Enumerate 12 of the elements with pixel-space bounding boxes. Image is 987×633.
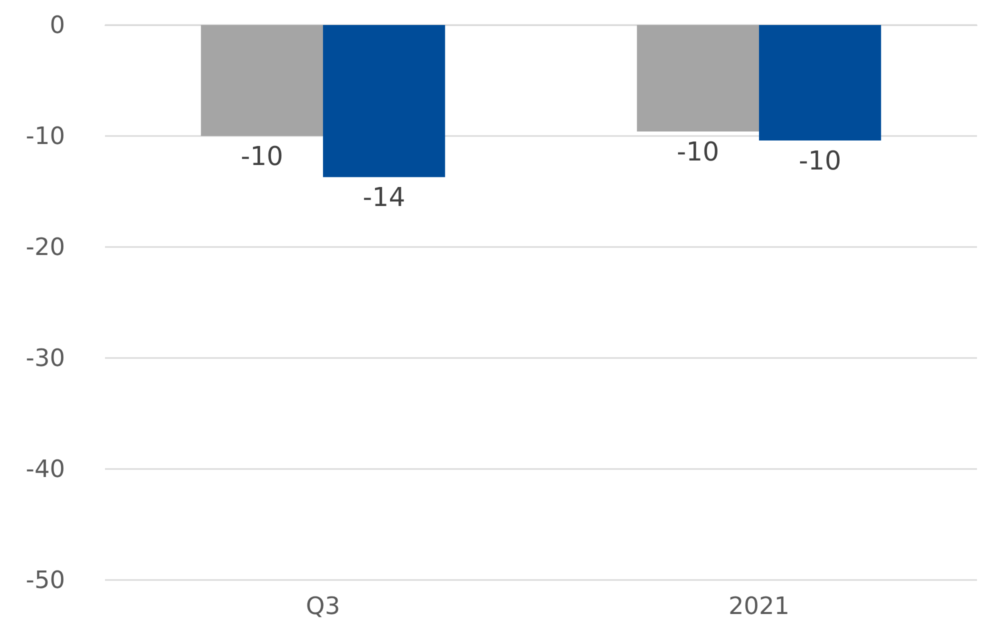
y-tick-label: -40 xyxy=(26,455,65,483)
y-tick-label: -50 xyxy=(26,566,65,594)
y-tick-label: 0 xyxy=(50,11,65,39)
data-label: -10 xyxy=(240,142,284,172)
x-tick-label: 2021 xyxy=(728,592,790,620)
data-label: -10 xyxy=(798,146,842,176)
y-tick-label: -30 xyxy=(26,344,65,372)
data-label: -14 xyxy=(362,183,406,214)
y-tick-label: -20 xyxy=(26,233,65,261)
y-tick-label: -10 xyxy=(26,122,65,150)
data-label: -10 xyxy=(676,138,720,168)
x-tick-label: Q3 xyxy=(306,592,340,620)
